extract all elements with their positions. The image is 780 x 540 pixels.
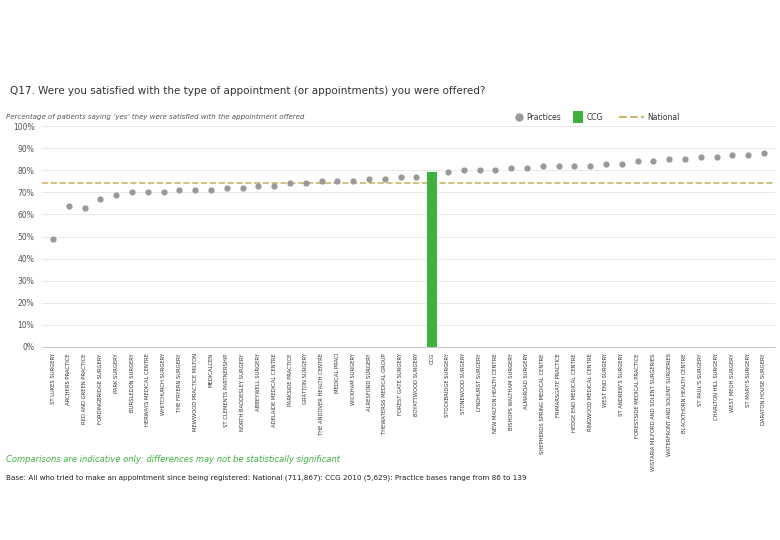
Text: National: National xyxy=(647,112,680,122)
FancyBboxPatch shape xyxy=(573,111,583,123)
Text: © Ipsos MORI    18-042653-01 | Version 1 | Public: © Ipsos MORI 18-042653-01 | Version 1 | … xyxy=(8,527,162,533)
Text: Percentage of patients saying ‘yes’ they were satisfied with the appointment off: Percentage of patients saying ‘yes’ they… xyxy=(6,114,305,120)
Text: Satisfaction with appointment offered:
how the CCG’s practices compare: Satisfaction with appointment offered: h… xyxy=(10,14,392,56)
Text: Q17. Were you satisfied with the type of appointment (or appointments) you were : Q17. Were you satisfied with the type of… xyxy=(10,85,485,96)
Text: Social Research Institute: Social Research Institute xyxy=(8,513,94,519)
Text: 32: 32 xyxy=(381,507,399,522)
Text: Practices: Practices xyxy=(526,112,562,122)
Text: Comparisons are indicative only: differences may not be statistically significan: Comparisons are indicative only: differe… xyxy=(6,456,340,464)
Bar xyxy=(427,172,437,347)
Text: CCG: CCG xyxy=(587,112,603,122)
Text: Base: All who tried to make an appointment since being registered: National (711: Base: All who tried to make an appointme… xyxy=(6,475,526,481)
Text: Ipsos MORI: Ipsos MORI xyxy=(8,497,60,507)
Text: ipsos: ipsos xyxy=(737,507,757,516)
Text: MORI: MORI xyxy=(736,521,758,530)
